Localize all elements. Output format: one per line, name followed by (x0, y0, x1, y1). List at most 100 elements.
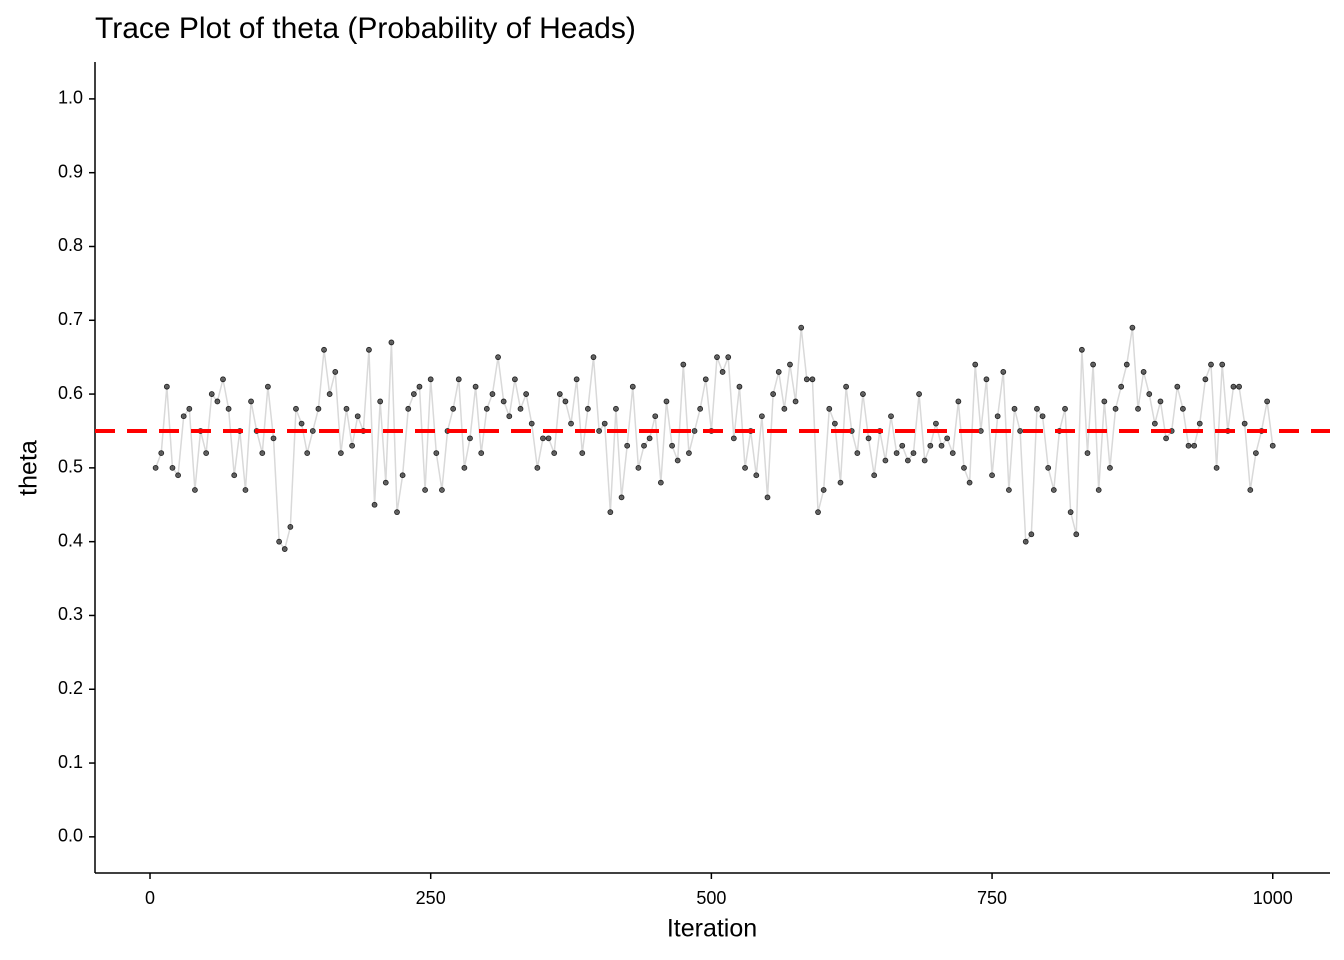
point (624, 442, 631, 449)
point (865, 435, 872, 442)
point (1107, 464, 1113, 471)
point (1180, 405, 1186, 412)
point (635, 464, 642, 471)
point (1118, 383, 1125, 390)
x-tick-label: 250 (416, 888, 446, 908)
point (972, 361, 979, 368)
point (371, 501, 378, 508)
point (545, 435, 552, 442)
point (231, 472, 238, 479)
point (523, 391, 530, 397)
point (781, 405, 788, 412)
point (820, 487, 827, 493)
point (613, 405, 619, 412)
point (467, 435, 473, 442)
point (1067, 509, 1074, 516)
point (489, 391, 496, 397)
point (1000, 369, 1007, 375)
point (309, 428, 316, 434)
x-tick-label: 500 (696, 888, 726, 908)
point (394, 509, 400, 516)
y-tick-label: 0.5 (58, 457, 83, 477)
point (994, 413, 1001, 420)
point (1146, 391, 1153, 397)
point (753, 472, 760, 479)
point (540, 435, 546, 442)
point (1084, 450, 1091, 457)
point (933, 420, 939, 427)
point (405, 405, 412, 412)
point (618, 494, 625, 501)
point (652, 413, 659, 420)
point (1247, 487, 1254, 493)
point (225, 405, 232, 412)
point (382, 479, 389, 486)
point (214, 398, 221, 405)
point (989, 472, 995, 479)
point (697, 405, 704, 412)
y-tick-label: 0.9 (58, 161, 83, 181)
point (439, 487, 445, 493)
point (433, 450, 440, 457)
point (472, 383, 479, 390)
point (287, 524, 294, 530)
point (1028, 531, 1035, 538)
point (512, 376, 518, 383)
point (1185, 442, 1192, 449)
y-tick-label: 0.7 (58, 309, 83, 329)
point (203, 450, 210, 457)
point (562, 398, 569, 405)
trace-line (154, 327, 1274, 551)
point (764, 494, 771, 501)
point (966, 479, 973, 486)
point (455, 376, 462, 383)
point (815, 509, 821, 516)
point (517, 405, 524, 412)
point (590, 354, 597, 361)
point (1264, 398, 1271, 405)
point (1050, 487, 1057, 493)
point (714, 354, 720, 361)
point (248, 398, 254, 405)
point (949, 450, 956, 457)
point (1090, 361, 1097, 368)
point (337, 450, 344, 457)
point (242, 487, 249, 493)
point (1006, 487, 1012, 493)
x-tick-label: 1000 (1253, 888, 1293, 908)
point (1230, 383, 1237, 390)
point (759, 413, 765, 420)
point (770, 391, 777, 397)
point (921, 457, 928, 464)
point (607, 509, 614, 516)
point (483, 405, 490, 412)
point (534, 464, 541, 471)
point (663, 398, 670, 405)
point (528, 420, 535, 427)
x-tick-label: 750 (977, 888, 1007, 908)
point (579, 450, 586, 457)
point (1269, 442, 1276, 449)
x-axis-label: Iteration (667, 915, 757, 943)
point (1022, 538, 1029, 545)
y-tick-label: 0.2 (58, 678, 83, 698)
point (641, 442, 647, 449)
point (399, 472, 406, 479)
point (646, 435, 653, 442)
point (938, 442, 945, 449)
point (1213, 464, 1220, 471)
chart-title: Trace Plot of theta (Probability of Head… (95, 12, 636, 45)
point (276, 538, 283, 545)
point (899, 442, 906, 449)
point (388, 339, 395, 346)
point (281, 546, 288, 552)
point (680, 361, 687, 368)
point (803, 376, 810, 383)
point (961, 464, 967, 471)
point (927, 442, 934, 449)
point (702, 376, 709, 383)
point (725, 354, 732, 361)
point (736, 383, 743, 390)
point (343, 405, 350, 412)
